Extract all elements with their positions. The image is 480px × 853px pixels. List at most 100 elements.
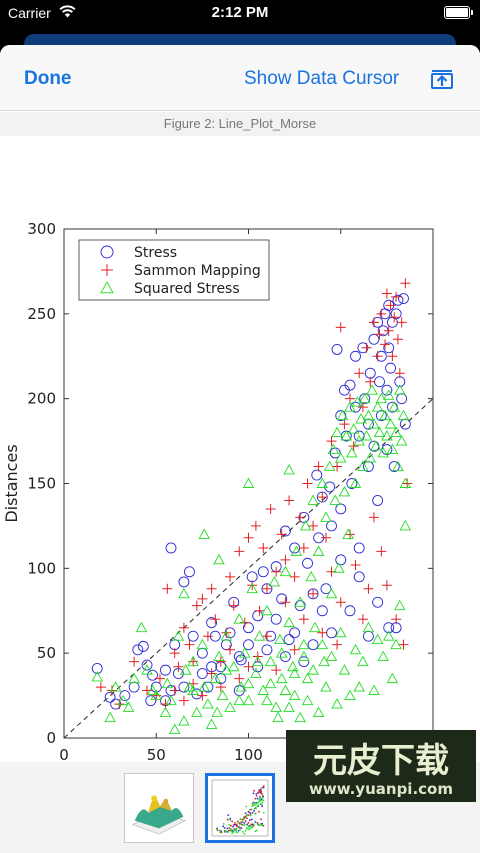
stress-point: [350, 350, 361, 362]
sammon-mapping-point: [332, 639, 343, 650]
thumbnail-point: [250, 823, 253, 826]
squared-stress-point: [165, 694, 177, 706]
show-data-cursor-button[interactable]: Show Data Cursor: [244, 68, 400, 89]
squared-stress-point: [279, 684, 292, 695]
squared-stress-point: [187, 655, 199, 667]
stress-point: [396, 393, 408, 405]
legend-marker: [101, 264, 113, 276]
stress-point: [141, 659, 153, 671]
thumbnail-point: [262, 794, 264, 797]
x-tick-label: 100: [234, 746, 263, 762]
stress-point: [233, 651, 245, 663]
squared-stress-point: [128, 672, 140, 684]
stress-point: [184, 566, 195, 578]
stress-point: [283, 634, 295, 646]
thumbnail-point: [248, 819, 251, 822]
squared-stress-point: [264, 655, 277, 667]
stress-point: [279, 651, 291, 663]
sammon-mapping-point: [365, 376, 376, 387]
squared-stress-point: [390, 638, 402, 650]
stress-point: [362, 418, 374, 430]
sammon-mapping-point: [162, 583, 173, 594]
squared-stress-point: [338, 664, 351, 675]
squared-stress-point: [368, 418, 380, 429]
squared-stress-point: [183, 681, 196, 692]
stress-point: [359, 393, 371, 405]
done-button[interactable]: Done: [24, 68, 72, 89]
sammon-mapping-point: [239, 617, 250, 628]
sammon-mapping-point: [202, 631, 213, 642]
stress-point: [362, 461, 374, 472]
stress-point: [399, 418, 411, 430]
squared-stress-point: [371, 633, 384, 645]
thumbnail-point: [223, 827, 226, 829]
scatter-chart[interactable]: 050100150200050100150200250300Dissimilar…: [0, 137, 480, 762]
squared-stress-point: [394, 384, 406, 395]
thumbnail-point: [229, 827, 232, 830]
squared-stress-point: [287, 660, 299, 672]
squared-stress-point: [353, 435, 365, 446]
share-icon[interactable]: [430, 68, 454, 90]
thumbnail-point: [243, 817, 245, 820]
sammon-mapping-point: [376, 308, 387, 319]
sammon-mapping-point: [308, 520, 319, 531]
stress-point: [104, 691, 116, 703]
squared-stress-point: [220, 664, 233, 675]
surface-plot-thumbnail[interactable]: [124, 773, 194, 843]
squared-stress-point: [305, 570, 317, 582]
stress-point: [324, 481, 336, 493]
sammon-mapping-point: [400, 278, 411, 289]
thumbnail-point: [253, 809, 255, 812]
stress-point: [326, 627, 337, 639]
stress-point: [160, 664, 171, 676]
sammon-mapping-point: [295, 512, 306, 523]
svg-text:www.yuanpi.com: www.yuanpi.com: [309, 780, 453, 798]
thumbnail-point: [226, 818, 229, 821]
sammon-mapping-point: [197, 593, 208, 604]
thumbnail-point: [244, 816, 247, 819]
squared-stress-point: [253, 630, 266, 641]
stress-point: [307, 639, 319, 651]
squared-stress-point: [279, 565, 292, 577]
stress-point: [372, 495, 384, 506]
sammon-mapping-point: [335, 322, 346, 333]
stress-point: [320, 583, 332, 595]
squared-stress-point: [261, 694, 273, 706]
sammon-mapping-point: [271, 566, 282, 577]
sammon-mapping-point: [339, 419, 350, 430]
squared-stress-point: [340, 430, 353, 441]
sammon-mapping-point: [225, 644, 236, 655]
thumbnail-point: [261, 786, 264, 789]
sammon-mapping-point: [332, 461, 343, 472]
squared-stress-point: [397, 409, 410, 421]
squared-stress-point: [320, 681, 332, 692]
thumbnail-point: [243, 822, 246, 824]
thumbnail-point: [250, 808, 253, 811]
sammon-mapping-point: [265, 503, 276, 514]
squared-stress-point: [309, 621, 321, 633]
thumbnail-point: [244, 820, 247, 822]
squared-stress-point: [390, 426, 402, 438]
sammon-mapping-point: [114, 699, 125, 710]
plot-area[interactable]: 050100150200050100150200250300Dissimilar…: [0, 137, 480, 762]
stress-point: [252, 610, 264, 622]
thumbnail-point: [255, 793, 258, 795]
scatter-plot-thumbnail[interactable]: [205, 773, 275, 843]
sammon-mapping-point: [106, 685, 117, 696]
squared-stress-point: [264, 677, 277, 689]
sammon-mapping-point: [142, 685, 153, 696]
y-axis-label: Distances: [2, 444, 21, 522]
stress-point: [344, 379, 356, 391]
squared-stress-point: [288, 689, 301, 701]
thumbnail-point: [229, 817, 232, 820]
thumbnail-point: [227, 814, 230, 816]
thumbnail-point: [244, 829, 247, 832]
sammon-mapping-point: [357, 402, 368, 413]
squared-stress-point: [141, 664, 153, 675]
stress-point: [381, 384, 393, 396]
stress-point: [187, 630, 199, 642]
squared-stress-point: [250, 667, 262, 678]
sammon-mapping-point: [289, 571, 300, 582]
thumbnail-point: [254, 812, 257, 815]
thumbnail-point: [246, 814, 249, 817]
